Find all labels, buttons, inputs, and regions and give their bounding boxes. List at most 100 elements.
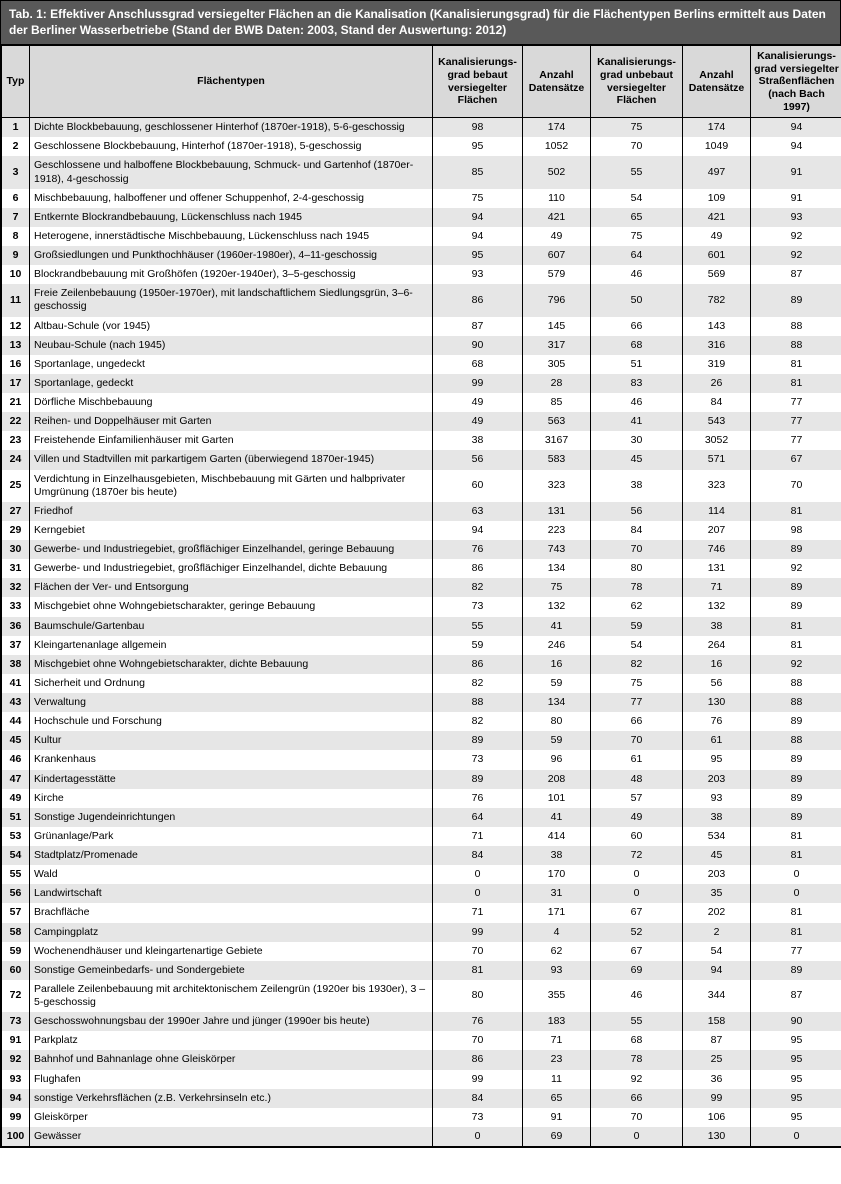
cell-value: 782 [683,284,751,316]
table-body: 1Dichte Blockbebauung, geschlossener Hin… [2,118,841,1147]
cell-value: 534 [683,827,751,846]
table-row: 41Sicherheit und Ordnung8259755688 [2,674,841,693]
cell-value: 89 [751,578,841,597]
cell-value: 73 [433,597,523,616]
cell-value: 0 [751,884,841,903]
cell-value: 70 [591,731,683,750]
cell-value: 38 [591,470,683,502]
table-row: 1Dichte Blockbebauung, geschlossener Hin… [2,118,841,138]
table-row: 60Sonstige Gemeinbedarfs- und Sondergebi… [2,961,841,980]
cell-desc: Campingplatz [30,923,433,942]
cell-value: 1052 [523,137,591,156]
cell-value: 95 [751,1031,841,1050]
cell-value: 93 [751,208,841,227]
cell-value: 91 [523,1108,591,1127]
cell-typ: 47 [2,770,30,789]
cell-value: 71 [433,903,523,922]
cell-value: 89 [433,731,523,750]
table-row: 30Gewerbe- und Industriegebiet, großfläc… [2,540,841,559]
cell-value: 98 [751,521,841,540]
cell-value: 87 [433,317,523,336]
cell-value: 110 [523,189,591,208]
cell-value: 89 [751,712,841,731]
cell-value: 88 [751,674,841,693]
cell-value: 95 [751,1070,841,1089]
cell-value: 36 [683,1070,751,1089]
cell-typ: 43 [2,693,30,712]
cell-value: 63 [433,502,523,521]
cell-value: 203 [683,770,751,789]
cell-typ: 31 [2,559,30,578]
cell-typ: 12 [2,317,30,336]
cell-desc: Landwirtschaft [30,884,433,903]
table-row: 59Wochenendhäuser und kleingartenartige … [2,942,841,961]
cell-value: 84 [433,846,523,865]
cell-typ: 2 [2,137,30,156]
cell-value: 323 [523,470,591,502]
cell-value: 171 [523,903,591,922]
table-row: 49Kirche76101579389 [2,789,841,808]
cell-value: 80 [591,559,683,578]
cell-value: 49 [523,227,591,246]
cell-typ: 49 [2,789,30,808]
cell-value: 49 [433,412,523,431]
cell-value: 130 [683,1127,751,1147]
cell-value: 41 [523,617,591,636]
cell-typ: 56 [2,884,30,903]
cell-desc: Sportanlage, gedeckt [30,374,433,393]
cell-value: 579 [523,265,591,284]
cell-value: 46 [591,393,683,412]
cell-value: 99 [433,923,523,942]
cell-value: 88 [751,336,841,355]
cell-value: 89 [751,789,841,808]
cell-value: 246 [523,636,591,655]
cell-desc: Bahnhof und Bahnanlage ohne Gleiskörper [30,1050,433,1069]
table-row: 31Gewerbe- und Industriegebiet, großfläc… [2,559,841,578]
cell-value: 0 [591,884,683,903]
cell-typ: 45 [2,731,30,750]
cell-value: 76 [433,789,523,808]
cell-value: 99 [433,374,523,393]
cell-value: 57 [591,789,683,808]
cell-typ: 17 [2,374,30,393]
cell-value: 71 [433,827,523,846]
cell-value: 569 [683,265,751,284]
cell-value: 89 [433,770,523,789]
cell-value: 73 [433,750,523,769]
cell-value: 86 [433,559,523,578]
table-row: 47Kindertagesstätte892084820389 [2,770,841,789]
cell-value: 23 [523,1050,591,1069]
cell-value: 41 [523,808,591,827]
table-row: 45Kultur8959706188 [2,731,841,750]
cell-value: 83 [591,374,683,393]
cell-value: 2 [683,923,751,942]
cell-value: 77 [591,693,683,712]
cell-typ: 25 [2,470,30,502]
cell-value: 54 [591,189,683,208]
cell-value: 95 [683,750,751,769]
cell-value: 82 [433,712,523,731]
cell-value: 143 [683,317,751,336]
cell-value: 174 [683,118,751,138]
cell-desc: Freistehende Einfamilienhäuser mit Garte… [30,431,433,450]
cell-value: 30 [591,431,683,450]
cell-value: 94 [433,208,523,227]
cell-value: 92 [751,655,841,674]
cell-value: 92 [751,559,841,578]
cell-typ: 36 [2,617,30,636]
cell-desc: Brachfläche [30,903,433,922]
cell-value: 78 [591,1050,683,1069]
cell-value: 3052 [683,431,751,450]
table-row: 36Baumschule/Gartenbau5541593881 [2,617,841,636]
table-row: 22Reihen- und Doppelhäuser mit Garten495… [2,412,841,431]
table-row: 11Freie Zeilenbebauung (1950er-1970er), … [2,284,841,316]
cell-value: 92 [591,1070,683,1089]
cell-desc: Verdichtung in Einzelhausgebieten, Misch… [30,470,433,502]
cell-value: 59 [591,617,683,636]
cell-value: 106 [683,1108,751,1127]
cell-value: 0 [433,865,523,884]
cell-value: 77 [751,431,841,450]
cell-value: 223 [523,521,591,540]
cell-typ: 58 [2,923,30,942]
cell-typ: 27 [2,502,30,521]
